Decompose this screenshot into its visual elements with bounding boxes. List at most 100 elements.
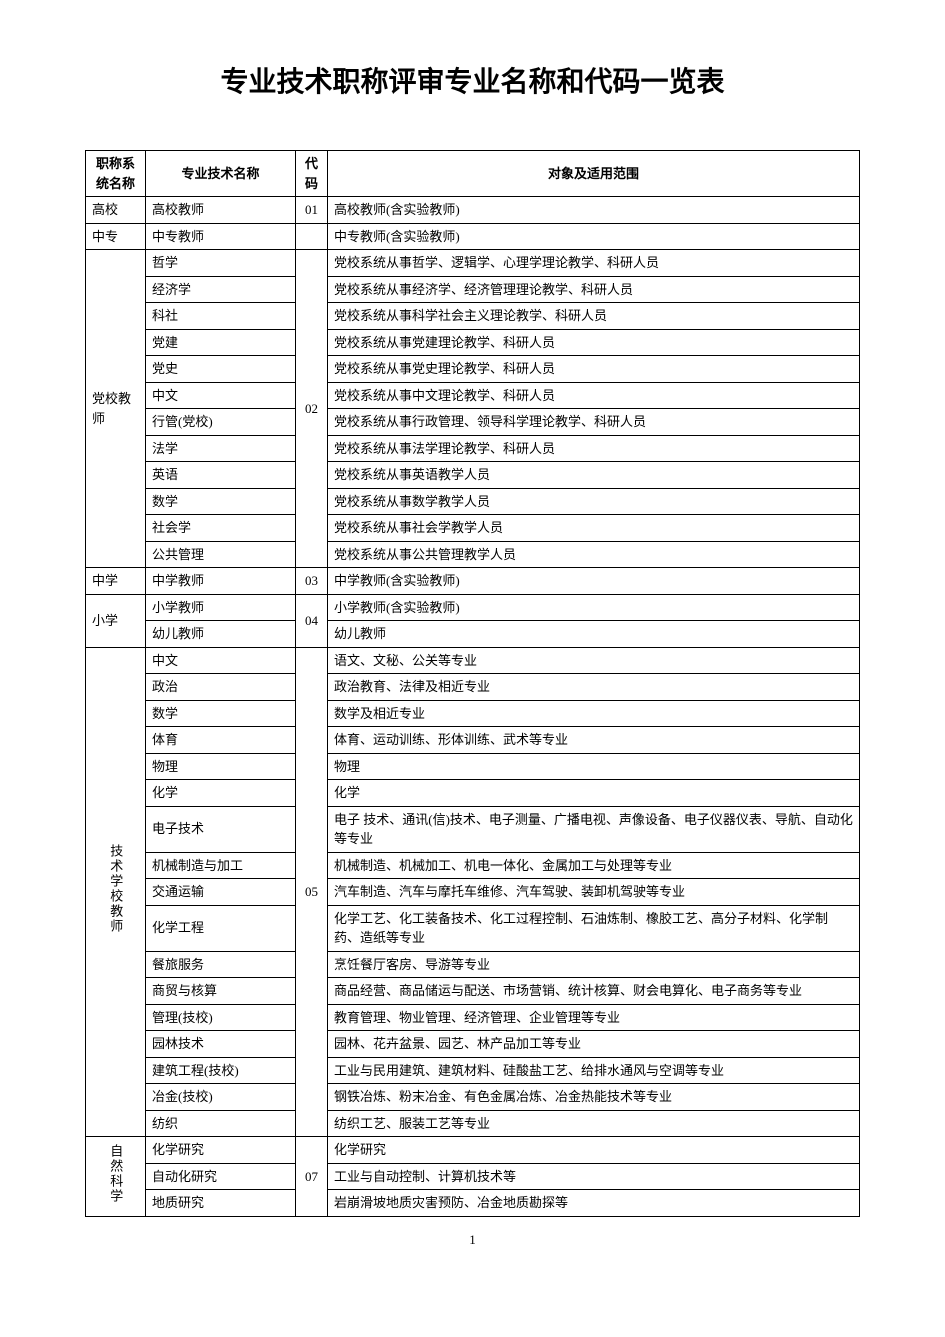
- name-cell: 科社: [146, 303, 296, 330]
- scope-cell: 机械制造、机械加工、机电一体化、金属加工与处理等专业: [328, 852, 860, 879]
- name-cell: 纺织: [146, 1110, 296, 1137]
- name-cell: 商贸与核算: [146, 978, 296, 1005]
- name-cell: 体育: [146, 727, 296, 754]
- system-cell: 党校教师: [86, 250, 146, 568]
- table-row: 自然科学化学研究07化学研究: [86, 1137, 860, 1164]
- table-row: 党校教师哲学02党校系统从事哲学、逻辑学、心理学理论教学、科研人员: [86, 250, 860, 277]
- table-row: 体育 体育、运动训练、形体训练、武术等专业: [86, 727, 860, 754]
- scope-cell: 数学及相近专业: [328, 700, 860, 727]
- name-cell: 幼儿教师: [146, 621, 296, 648]
- scope-cell: 党校系统从事数学教学人员: [328, 488, 860, 515]
- name-cell: 中学教师: [146, 568, 296, 595]
- table-row: 技术学校教师中文05语文、文秘、公关等专业: [86, 647, 860, 674]
- name-cell: 园林技术: [146, 1031, 296, 1058]
- system-cell: 中专: [86, 223, 146, 250]
- header-name: 专业技术名称: [146, 151, 296, 197]
- table-row: 公共管理党校系统从事公共管理教学人员: [86, 541, 860, 568]
- scope-cell: 钢铁冶炼、粉末冶金、有色金属冶炼、冶金热能技术等专业: [328, 1084, 860, 1111]
- table-row: 科社 党校系统从事科学社会主义理论教学、科研人员: [86, 303, 860, 330]
- scope-cell: 教育管理、物业管理、经济管理、企业管理等专业: [328, 1004, 860, 1031]
- table-row: 党建 党校系统从事党建理论教学、科研人员: [86, 329, 860, 356]
- table-row: 数学 党校系统从事数学教学人员: [86, 488, 860, 515]
- scope-cell: 政治教育、法律及相近专业: [328, 674, 860, 701]
- name-cell: 数学: [146, 488, 296, 515]
- scope-cell: 党校系统从事法学理论教学、科研人员: [328, 435, 860, 462]
- scope-cell: 商品经营、商品储运与配送、市场营销、统计核算、财会电算化、电子商务等专业: [328, 978, 860, 1005]
- name-cell: 建筑工程(技校): [146, 1057, 296, 1084]
- table-row: 机械制造与加工 机械制造、机械加工、机电一体化、金属加工与处理等专业: [86, 852, 860, 879]
- table-row: 小学小学教师04小学教师(含实验教师): [86, 594, 860, 621]
- name-cell: 化学工程: [146, 905, 296, 951]
- name-cell: 管理(技校): [146, 1004, 296, 1031]
- system-cell: 高校: [86, 197, 146, 224]
- table-row: 高校高校教师01高校教师(含实验教师): [86, 197, 860, 224]
- name-cell: 英语: [146, 462, 296, 489]
- code-cell: 01: [296, 197, 328, 224]
- code-cell: 04: [296, 594, 328, 647]
- table-row: 化学工程化学工艺、化工装备技术、化工过程控制、石油炼制、橡胶工艺、高分子材料、化…: [86, 905, 860, 951]
- table-row: 行管(党校)党校系统从事行政管理、领导科学理论教学、科研人员: [86, 409, 860, 436]
- scope-cell: 党校系统从事中文理论教学、科研人员: [328, 382, 860, 409]
- name-cell: 物理: [146, 753, 296, 780]
- page-title: 专业技术职称评审专业名称和代码一览表: [85, 60, 860, 100]
- scope-cell: 岩崩滑坡地质灾害预防、冶金地质勘探等: [328, 1190, 860, 1217]
- table-row: 纺织 纺织工艺、服装工艺等专业: [86, 1110, 860, 1137]
- table-row: 物理物理: [86, 753, 860, 780]
- scope-cell: 语文、文秘、公关等专业: [328, 647, 860, 674]
- table-row: 地质研究 岩崩滑坡地质灾害预防、冶金地质勘探等: [86, 1190, 860, 1217]
- scope-cell: 化学: [328, 780, 860, 807]
- table-row: 冶金(技校) 钢铁冶炼、粉末冶金、有色金属冶炼、冶金热能技术等专业: [86, 1084, 860, 1111]
- name-cell: 化学研究: [146, 1137, 296, 1164]
- table-row: 党史党校系统从事党史理论教学、科研人员: [86, 356, 860, 383]
- name-cell: 小学教师: [146, 594, 296, 621]
- scope-cell: 中学教师(含实验教师): [328, 568, 860, 595]
- name-cell: 经济学: [146, 276, 296, 303]
- scope-cell: 高校教师(含实验教师): [328, 197, 860, 224]
- name-cell: 中文: [146, 647, 296, 674]
- header-code: 代码: [296, 151, 328, 197]
- scope-cell: 工业与民用建筑、建筑材料、硅酸盐工艺、给排水通风与空调等专业: [328, 1057, 860, 1084]
- code-cell: 07: [296, 1137, 328, 1217]
- table-row: 自动化研究 工业与自动控制、计算机技术等: [86, 1163, 860, 1190]
- scope-cell: 党校系统从事哲学、逻辑学、心理学理论教学、科研人员: [328, 250, 860, 277]
- name-cell: 政治: [146, 674, 296, 701]
- name-cell: 哲学: [146, 250, 296, 277]
- scope-cell: 党校系统从事社会学教学人员: [328, 515, 860, 542]
- scope-cell: 党校系统从事科学社会主义理论教学、科研人员: [328, 303, 860, 330]
- name-cell: 冶金(技校): [146, 1084, 296, 1111]
- scope-cell: 党校系统从事党建理论教学、科研人员: [328, 329, 860, 356]
- scope-cell: 工业与自动控制、计算机技术等: [328, 1163, 860, 1190]
- scope-cell: 体育、运动训练、形体训练、武术等专业: [328, 727, 860, 754]
- scope-cell: 党校系统从事党史理论教学、科研人员: [328, 356, 860, 383]
- name-cell: 高校教师: [146, 197, 296, 224]
- scope-cell: 纺织工艺、服装工艺等专业: [328, 1110, 860, 1137]
- scope-cell: 中专教师(含实验教师): [328, 223, 860, 250]
- scope-cell: 化学工艺、化工装备技术、化工过程控制、石油炼制、橡胶工艺、高分子材料、化学制药、…: [328, 905, 860, 951]
- header-system: 职称系统名称: [86, 151, 146, 197]
- scope-cell: 汽车制造、汽车与摩托车维修、汽车驾驶、装卸机驾驶等专业: [328, 879, 860, 906]
- scope-cell: 幼儿教师: [328, 621, 860, 648]
- header-row: 职称系统名称 专业技术名称 代码 对象及适用范围: [86, 151, 860, 197]
- scope-cell: 党校系统从事行政管理、领导科学理论教学、科研人员: [328, 409, 860, 436]
- table-row: 政治 政治教育、法律及相近专业: [86, 674, 860, 701]
- name-cell: 中专教师: [146, 223, 296, 250]
- code-cell: [296, 223, 328, 250]
- scope-cell: 党校系统从事英语教学人员: [328, 462, 860, 489]
- table-row: 园林技术园林、花卉盆景、园艺、林产品加工等专业: [86, 1031, 860, 1058]
- name-cell: 地质研究: [146, 1190, 296, 1217]
- scope-cell: 烹饪餐厅客房、导游等专业: [328, 951, 860, 978]
- code-table: 职称系统名称 专业技术名称 代码 对象及适用范围 高校高校教师01高校教师(含实…: [85, 150, 860, 1217]
- name-cell: 党建: [146, 329, 296, 356]
- table-row: 交通运输 汽车制造、汽车与摩托车维修、汽车驾驶、装卸机驾驶等专业: [86, 879, 860, 906]
- table-row: 中学中学教师03中学教师(含实验教师): [86, 568, 860, 595]
- scope-cell: 党校系统从事公共管理教学人员: [328, 541, 860, 568]
- name-cell: 中文: [146, 382, 296, 409]
- name-cell: 机械制造与加工: [146, 852, 296, 879]
- name-cell: 交通运输: [146, 879, 296, 906]
- name-cell: 自动化研究: [146, 1163, 296, 1190]
- table-row: 建筑工程(技校) 工业与民用建筑、建筑材料、硅酸盐工艺、给排水通风与空调等专业: [86, 1057, 860, 1084]
- table-row: 餐旅服务烹饪餐厅客房、导游等专业: [86, 951, 860, 978]
- table-row: 商贸与核算 商品经营、商品储运与配送、市场营销、统计核算、财会电算化、电子商务等专…: [86, 978, 860, 1005]
- table-row: 幼儿教师 幼儿教师: [86, 621, 860, 648]
- table-row: 中专中专教师 中专教师(含实验教师): [86, 223, 860, 250]
